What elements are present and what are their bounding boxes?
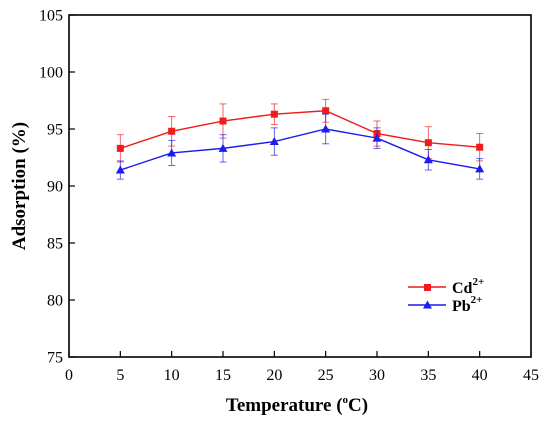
data-point xyxy=(116,144,124,152)
data-point xyxy=(218,143,228,152)
x-tick-label: 15 xyxy=(215,367,231,384)
data-point xyxy=(270,110,278,118)
x-axis-title: Temperature (oC) xyxy=(226,394,368,416)
y-tick-label: 95 xyxy=(47,122,63,139)
series-pb xyxy=(115,113,485,180)
legend-marker-cd xyxy=(424,284,431,291)
x-tick-label: 45 xyxy=(523,367,539,384)
x-tick-label: 35 xyxy=(420,367,436,384)
x-tick-label: 5 xyxy=(116,367,124,384)
plot-frame xyxy=(68,14,532,358)
y-tick-label: 90 xyxy=(47,179,63,196)
legend-entry-pb: Pb2+ xyxy=(408,294,482,315)
x-tick-label: 20 xyxy=(266,367,282,384)
y-tick-label: 80 xyxy=(47,293,63,310)
x-tick-label: 25 xyxy=(318,367,334,384)
data-point xyxy=(167,148,177,157)
data-point xyxy=(476,143,484,151)
data-point xyxy=(423,155,433,164)
x-tick-label: 30 xyxy=(369,367,385,384)
data-point xyxy=(372,133,382,142)
plot-series xyxy=(115,98,485,180)
x-axis-ticks: 0 5 10 15 20 25 30 35 40 45 xyxy=(65,351,539,384)
legend: Cd2+ Pb2+ xyxy=(408,276,484,315)
y-axis-ticks: 75 80 85 90 95 100 105 xyxy=(39,8,75,367)
data-point xyxy=(269,137,279,146)
legend-label-cd: Cd2+ xyxy=(452,276,484,297)
data-point xyxy=(219,117,227,125)
y-tick-label: 75 xyxy=(47,350,63,367)
data-point xyxy=(321,124,331,133)
series-line xyxy=(120,128,480,171)
data-point xyxy=(115,165,125,174)
series-line xyxy=(120,110,480,150)
data-point xyxy=(168,127,176,135)
y-tick-label: 100 xyxy=(39,65,63,82)
x-tick-label: 40 xyxy=(472,367,488,384)
data-point xyxy=(322,107,330,115)
x-tick-label: 0 xyxy=(65,367,73,384)
y-tick-label: 85 xyxy=(47,236,63,253)
y-tick-label: 105 xyxy=(39,8,63,25)
legend-marker-pb xyxy=(423,300,432,309)
legend-entry-cd: Cd2+ xyxy=(408,276,484,297)
x-tick-label: 10 xyxy=(164,367,180,384)
legend-label-pb: Pb2+ xyxy=(452,294,482,315)
data-point xyxy=(424,139,432,147)
data-point xyxy=(475,164,485,173)
y-axis-title: Adsorption (%) xyxy=(9,122,30,250)
